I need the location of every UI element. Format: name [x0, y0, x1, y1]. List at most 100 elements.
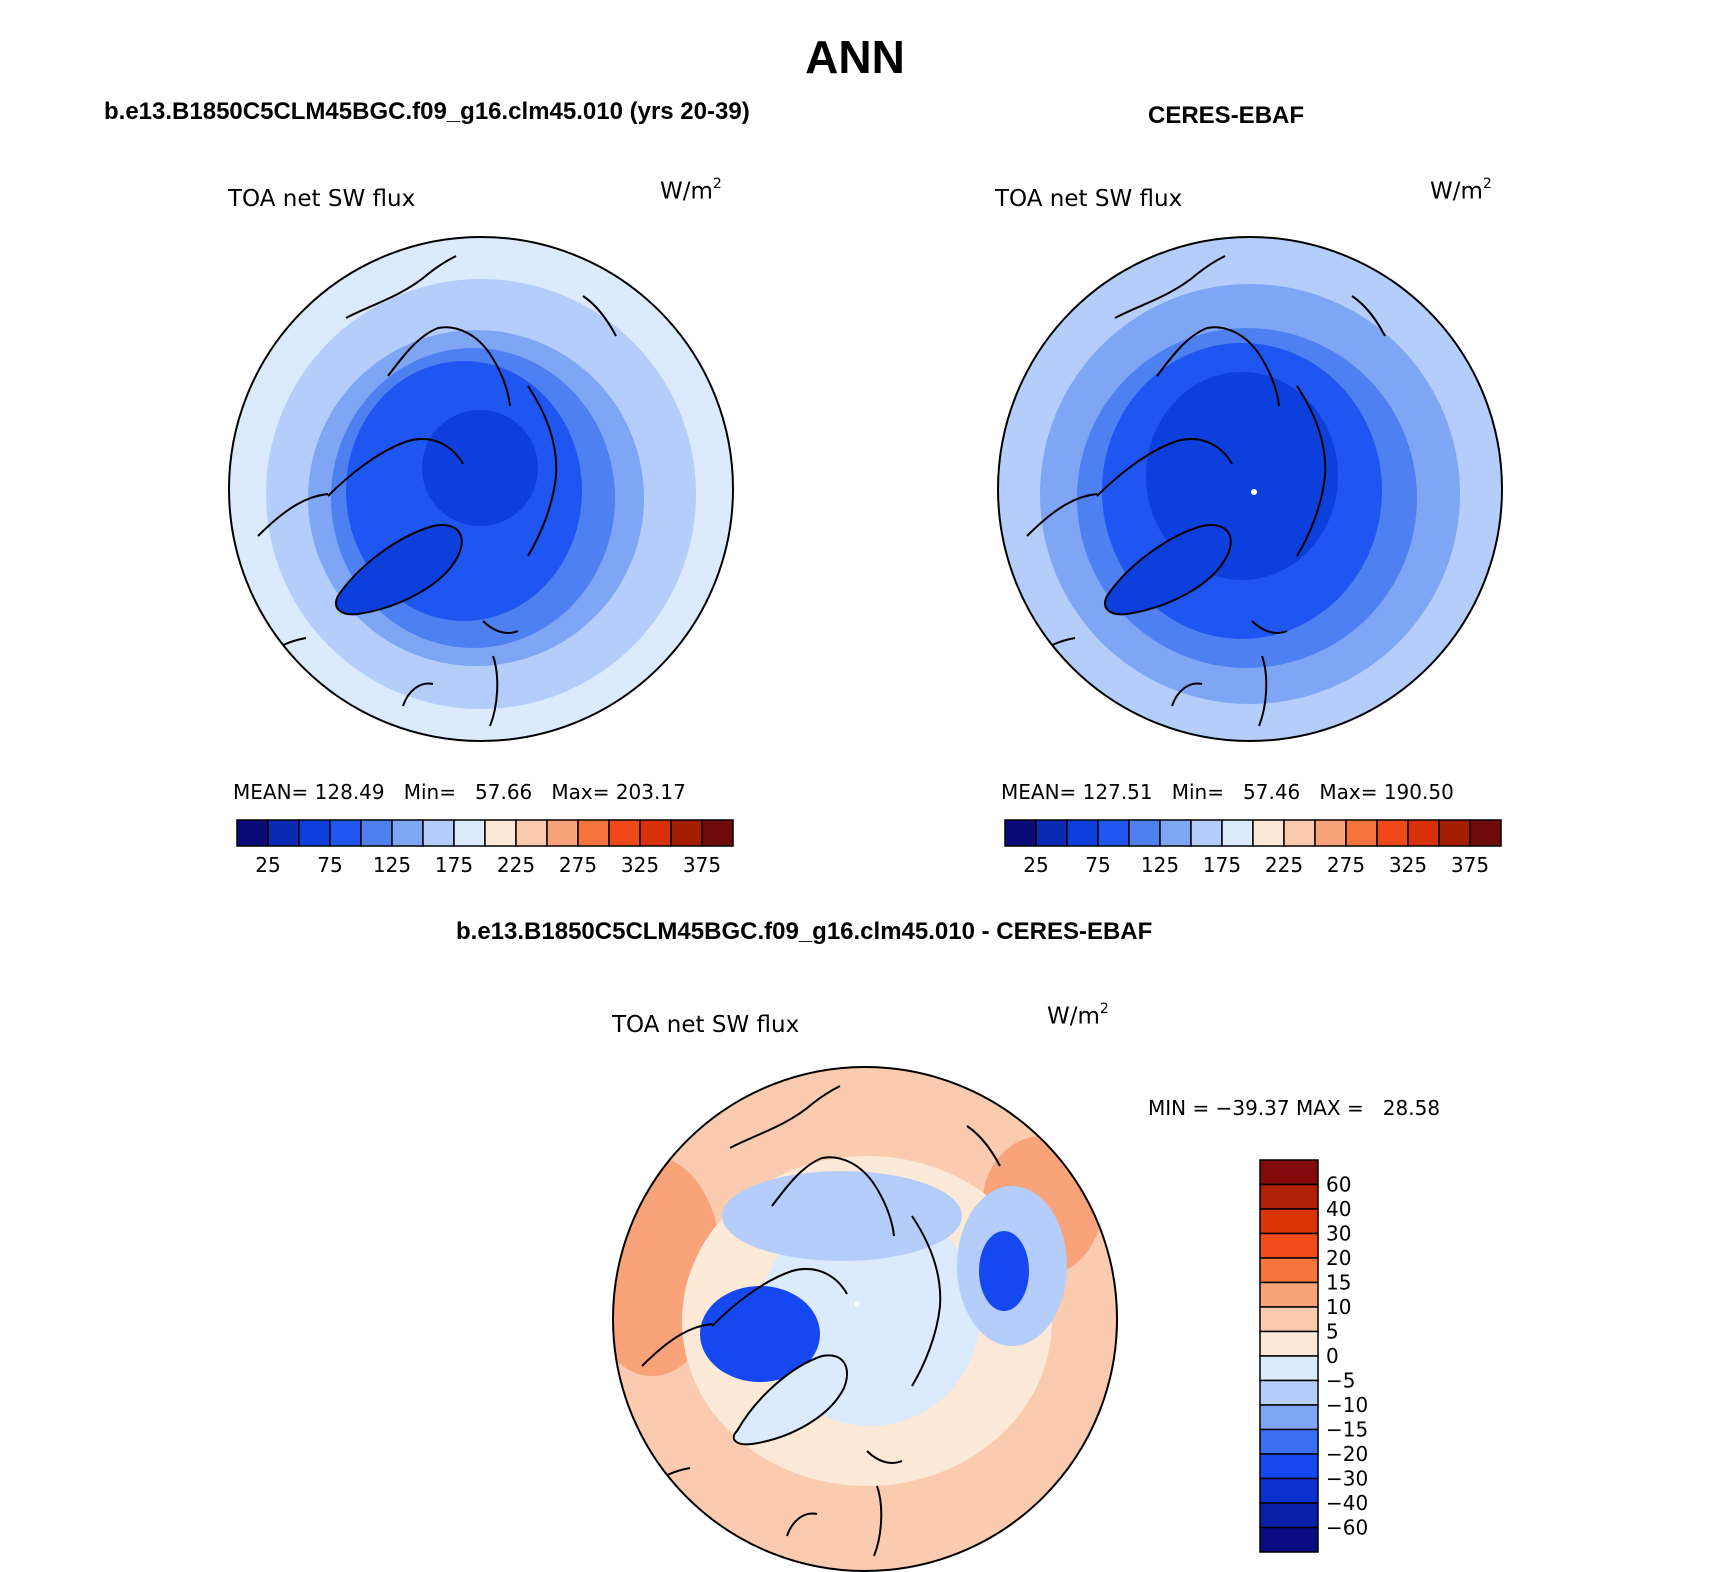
obs-colorbar-box [1066, 819, 1099, 847]
figure-title: ANN [805, 31, 905, 83]
obs-colorbar-box [1252, 819, 1285, 847]
model-colorbar-box [267, 819, 300, 847]
model-units-label: W/m2 [660, 176, 722, 205]
model-colorbar-tick-label: 225 [497, 853, 535, 877]
model-colorbar-tick-label: 375 [683, 853, 721, 877]
model-colorbar-box [236, 819, 269, 847]
model-map-greenland-fill [336, 525, 462, 615]
model-colorbar-box [422, 819, 455, 847]
diff-colorbar-box [1259, 1257, 1319, 1284]
model-stats: MEAN= 128.49 Min= 57.66 Max= 203.17 [233, 780, 686, 804]
model-colorbar-tick-label: 125 [373, 853, 411, 877]
diff-colorbar-tick-label: 15 [1326, 1271, 1351, 1295]
diff-stats: MIN = −39.37 MAX = 28.58 [1148, 1096, 1441, 1120]
diff-map-strong-cool-siberia [979, 1231, 1029, 1311]
model-coastlines [257, 255, 617, 727]
model-colorbar-tick-label: 75 [317, 853, 342, 877]
diff-map-greenland-fill [733, 1355, 848, 1445]
obs-map-border [997, 236, 1503, 742]
model-map-border [228, 236, 734, 742]
diff-colorbar-box [1259, 1330, 1319, 1357]
diff-colorbar-box [1259, 1526, 1319, 1553]
obs-colorbar: 25 75 125 175 225 275 325 375 [1004, 819, 1502, 877]
diff-colorbar-box [1259, 1159, 1319, 1186]
diff-polar-map [612, 1066, 1118, 1572]
obs-colorbar-tick-label: 125 [1141, 853, 1179, 877]
obs-colorbar-box [1283, 819, 1316, 847]
model-colorbar-box [484, 819, 517, 847]
diff-colorbar-box [1259, 1379, 1319, 1406]
obs-variable-label: TOA net SW flux [995, 186, 1183, 212]
model-colorbar-box [639, 819, 672, 847]
diff-colorbar-tick-label: 40 [1326, 1197, 1351, 1221]
model-colorbar-box [391, 819, 424, 847]
obs-colorbar-box [1314, 819, 1347, 847]
difference-title: b.e13.B1850C5CLM45BGC.f09_g16.clm45.010 … [456, 918, 1153, 945]
model-colorbar-box [701, 819, 734, 847]
obs-colorbar-tick-label: 75 [1085, 853, 1110, 877]
model-colorbar-box [329, 819, 362, 847]
obs-dataset-title: CERES-EBAF [1148, 102, 1305, 129]
model-colorbar-box [515, 819, 548, 847]
diff-colorbar-box [1259, 1477, 1319, 1504]
obs-pole-point [1251, 489, 1257, 495]
diff-colorbar-tick-label: −60 [1326, 1516, 1368, 1540]
obs-colorbar-tick-label: 275 [1327, 853, 1365, 877]
obs-colorbar-box [1407, 819, 1440, 847]
diff-colorbar-tick-label: −5 [1326, 1369, 1355, 1393]
obs-colorbar-box [1004, 819, 1037, 847]
obs-colorbar-box [1221, 819, 1254, 847]
diff-map-cool-ring [722, 1171, 962, 1261]
obs-colorbar-box [1159, 819, 1192, 847]
obs-colorbar-box [1438, 819, 1471, 847]
obs-colorbar-tick-label: 225 [1265, 853, 1303, 877]
obs-colorbar-tick-label: 325 [1389, 853, 1427, 877]
diff-variable-label: TOA net SW flux [612, 1012, 800, 1038]
model-colorbar-box [360, 819, 393, 847]
obs-colorbar-box [1128, 819, 1161, 847]
diff-colorbar-tick-label: −40 [1326, 1491, 1368, 1515]
diff-colorbar-box [1259, 1208, 1319, 1235]
model-colorbar-tick-label: 275 [559, 853, 597, 877]
diff-colorbar-tick-label: 60 [1326, 1173, 1351, 1197]
obs-colorbar-box [1097, 819, 1130, 847]
model-colorbar-box [577, 819, 610, 847]
model-colorbar-box [453, 819, 486, 847]
obs-stats: MEAN= 127.51 Min= 57.46 Max= 190.50 [1001, 780, 1454, 804]
model-colorbar-box [546, 819, 579, 847]
obs-colorbar-tick-label: 175 [1203, 853, 1241, 877]
obs-colorbar-tick-label: 25 [1023, 853, 1048, 877]
diff-colorbar-tick-label: 5 [1326, 1320, 1339, 1344]
diff-colorbar-box [1259, 1232, 1319, 1259]
diff-colorbar-box [1259, 1404, 1319, 1431]
model-variable-label: TOA net SW flux [228, 186, 416, 212]
diff-colorbar-box [1259, 1355, 1319, 1382]
model-case-title: b.e13.B1850C5CLM45BGC.f09_g16.clm45.010 … [104, 98, 750, 125]
diff-colorbar-tick-label: 20 [1326, 1246, 1351, 1270]
obs-colorbar-box [1345, 819, 1378, 847]
diff-colorbar-box [1259, 1453, 1319, 1480]
model-colorbar-tick-label: 175 [435, 853, 473, 877]
diff-colorbar-tick-label: −30 [1326, 1467, 1368, 1491]
model-colorbar-box [608, 819, 641, 847]
obs-colorbar-box [1035, 819, 1068, 847]
model-colorbar-tick-label: 325 [621, 853, 659, 877]
obs-map-greenland-fill [1105, 525, 1231, 615]
diff-colorbar-tick-label: 30 [1326, 1222, 1351, 1246]
obs-units-label: W/m2 [1430, 176, 1492, 205]
model-colorbar-box [298, 819, 331, 847]
diff-colorbar-box [1259, 1502, 1319, 1529]
model-colorbar-box [670, 819, 703, 847]
obs-colorbar-box [1376, 819, 1409, 847]
diff-colorbar-box [1259, 1428, 1319, 1455]
diff-colorbar-tick-label: 10 [1326, 1295, 1351, 1319]
obs-colorbar-box [1469, 819, 1502, 847]
obs-colorbar-box [1190, 819, 1223, 847]
obs-polar-map [997, 236, 1503, 742]
diff-coastlines [641, 1085, 1001, 1557]
diff-units-label: W/m2 [1047, 1001, 1109, 1030]
diff-colorbar-tick-label: 0 [1326, 1344, 1339, 1368]
model-map-core-deep [422, 410, 538, 526]
model-colorbar: 25 75 125 175 225 275 325 375 [236, 819, 734, 877]
